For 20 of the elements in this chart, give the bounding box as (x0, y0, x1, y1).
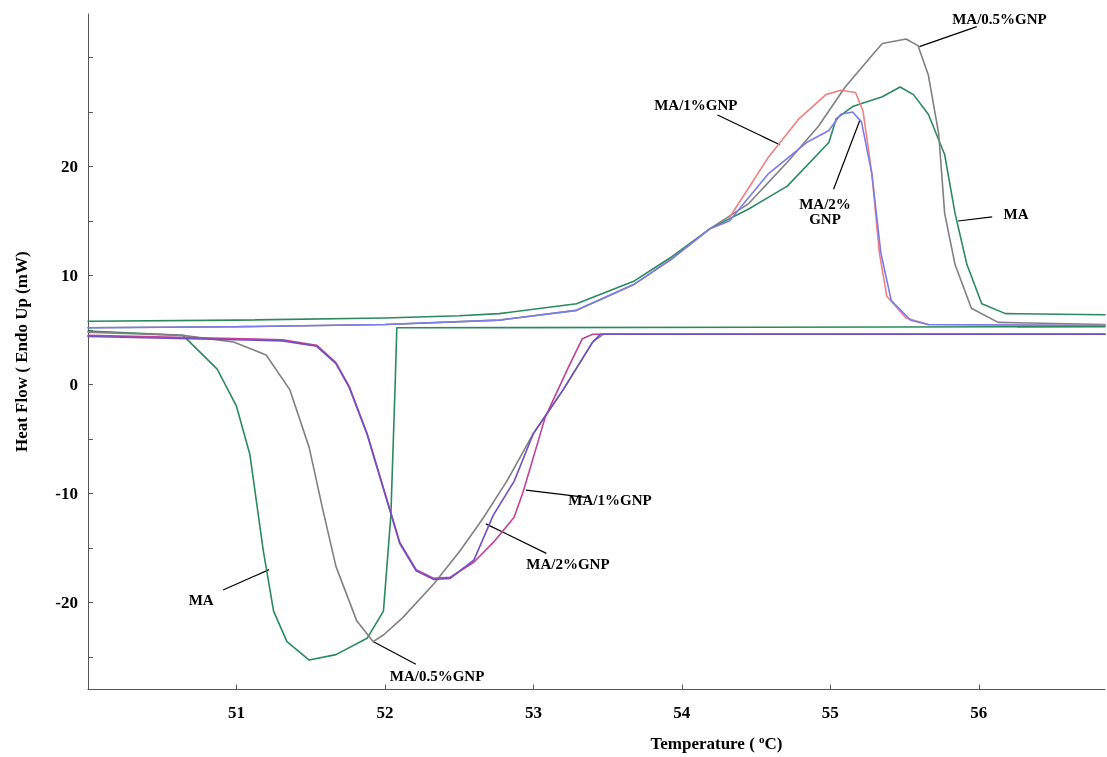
y-tick-label: 20 (61, 157, 78, 177)
y-axis-title: Heat Flow ( Endo Up (mW) (12, 251, 31, 453)
y-tick-label: -20 (55, 592, 78, 612)
annotation: MA/1%GNP (568, 492, 652, 509)
annotation: MA/1%GNP (654, 96, 738, 113)
annotation: MA/2%GNP (526, 555, 610, 572)
annotation: MA/0.5%GNP (952, 10, 1047, 27)
x-tick-label: 52 (376, 702, 394, 722)
x-tick-label: 51 (227, 702, 245, 722)
x-tick-label: 55 (821, 702, 839, 722)
y-tick-label: 10 (61, 265, 78, 285)
annotation: MA (188, 591, 214, 608)
y-tick-label: 0 (69, 374, 78, 394)
x-tick-label: 54 (673, 702, 691, 722)
annotation: MA/2% GNP (799, 196, 851, 228)
x-tick-label: 53 (524, 702, 542, 722)
annotation: MA/0.5%GNP (389, 667, 485, 684)
annotation: MA (1003, 206, 1029, 223)
y-tick-label: -10 (55, 483, 78, 503)
x-tick-label: 56 (970, 702, 988, 722)
